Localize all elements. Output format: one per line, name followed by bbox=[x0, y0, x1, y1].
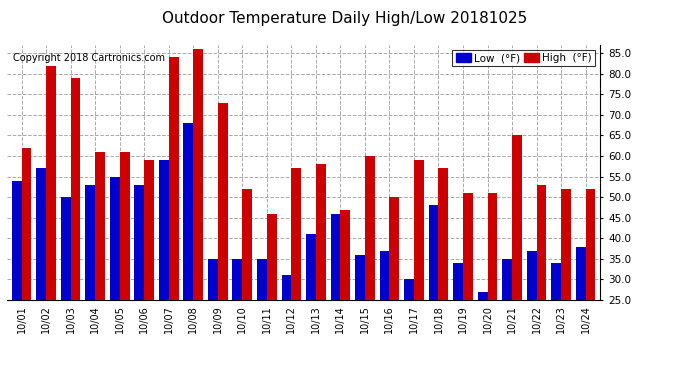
Bar bbox=[61, 197, 70, 375]
Bar bbox=[291, 168, 301, 375]
Bar bbox=[233, 259, 242, 375]
Bar bbox=[306, 234, 316, 375]
Bar bbox=[257, 259, 267, 375]
Bar bbox=[404, 279, 414, 375]
Bar bbox=[282, 275, 291, 375]
Bar bbox=[586, 189, 595, 375]
Bar bbox=[463, 193, 473, 375]
Bar bbox=[340, 210, 351, 375]
Bar bbox=[110, 177, 119, 375]
Bar bbox=[512, 135, 522, 375]
Bar bbox=[414, 160, 424, 375]
Bar bbox=[70, 78, 81, 375]
Bar bbox=[267, 214, 277, 375]
Bar bbox=[169, 57, 179, 375]
Bar bbox=[561, 189, 571, 375]
Bar bbox=[159, 160, 169, 375]
Bar bbox=[537, 185, 546, 375]
Bar bbox=[144, 160, 154, 375]
Bar bbox=[21, 148, 32, 375]
Bar bbox=[37, 168, 46, 375]
Bar bbox=[502, 259, 512, 375]
Bar bbox=[428, 206, 438, 375]
Bar bbox=[365, 156, 375, 375]
Bar bbox=[135, 185, 144, 375]
Bar bbox=[119, 152, 130, 375]
Bar bbox=[380, 251, 389, 375]
Bar bbox=[331, 214, 340, 375]
Bar bbox=[389, 197, 400, 375]
Bar bbox=[208, 259, 218, 375]
Text: Copyright 2018 Cartronics.com: Copyright 2018 Cartronics.com bbox=[13, 53, 165, 63]
Bar bbox=[355, 255, 365, 375]
Bar bbox=[242, 189, 252, 375]
Bar bbox=[95, 152, 105, 375]
Bar bbox=[526, 251, 537, 375]
Bar bbox=[488, 193, 497, 375]
Bar bbox=[12, 181, 21, 375]
Bar bbox=[46, 66, 56, 375]
Bar bbox=[453, 263, 463, 375]
Bar bbox=[184, 123, 193, 375]
Legend: Low  (°F), High  (°F): Low (°F), High (°F) bbox=[453, 50, 595, 66]
Bar bbox=[316, 164, 326, 375]
Bar bbox=[477, 292, 488, 375]
Bar bbox=[438, 168, 449, 375]
Bar bbox=[86, 185, 95, 375]
Text: Outdoor Temperature Daily High/Low 20181025: Outdoor Temperature Daily High/Low 20181… bbox=[162, 11, 528, 26]
Bar bbox=[575, 246, 586, 375]
Bar bbox=[193, 49, 203, 375]
Bar bbox=[218, 103, 228, 375]
Bar bbox=[551, 263, 561, 375]
